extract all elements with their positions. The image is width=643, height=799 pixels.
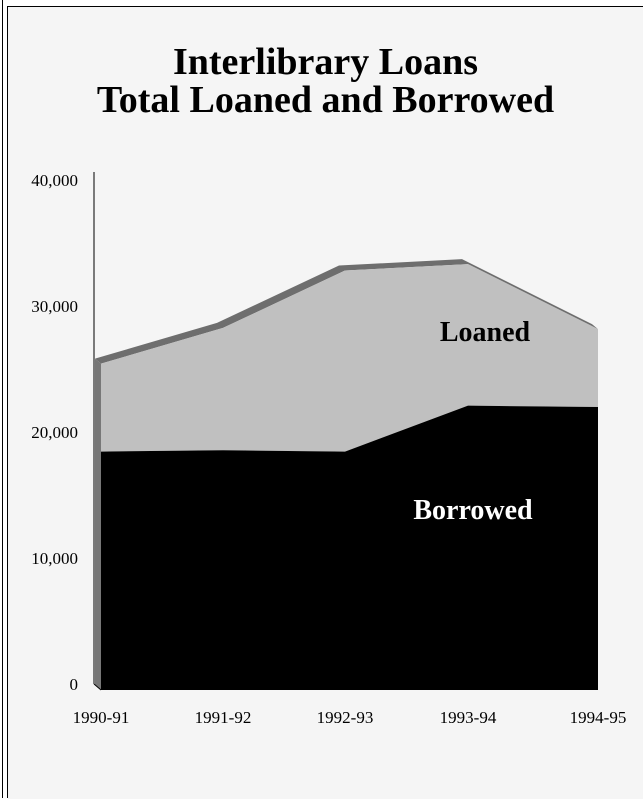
x-tick-label: 1994-95 (570, 708, 627, 727)
chart-title: Interlibrary Loans (172, 41, 479, 83)
borrowed-area (101, 405, 598, 690)
loaned-area (101, 264, 598, 452)
y-tick-label: 40,000 (31, 171, 78, 190)
chart-subtitle: Total Loaned and Borrowed (96, 79, 555, 121)
x-tick-label: 1991-92 (195, 708, 252, 727)
chart-areas (95, 259, 598, 690)
y-tick-label: 10,000 (31, 549, 78, 568)
series-label-borrowed: Borrowed (413, 495, 533, 526)
chart-title-block: Interlibrary Loans Total Loaned and Borr… (8, 43, 643, 119)
y-tick-label: 20,000 (31, 423, 78, 442)
outer-border-line (2, 0, 3, 798)
chart-axis (93, 172, 102, 691)
inner-border-line (7, 6, 8, 798)
chart-series-labels: Borrowed Loaned (413, 317, 533, 526)
left-side-wall (95, 358, 101, 690)
x-tick-label: 1992-93 (317, 708, 374, 727)
y-tick-label: 0 (70, 675, 79, 694)
chart-tick-labels: 40,000 30,000 20,000 10,000 0 1990-91 1991-92 1… (31, 171, 626, 727)
series-label-loaned: Loaned (440, 317, 531, 348)
x-tick-label: 1993-94 (440, 708, 497, 727)
y-axis-foot (93, 683, 102, 691)
y-tick-label: 30,000 (31, 297, 78, 316)
x-tick-label: 1990-91 (73, 708, 130, 727)
